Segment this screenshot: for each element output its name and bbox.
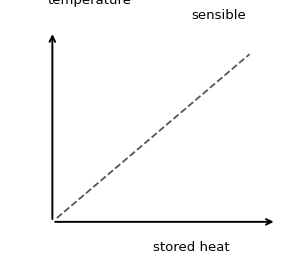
- Text: stored heat: stored heat: [153, 241, 230, 254]
- Text: temperature: temperature: [48, 0, 132, 7]
- Text: sensible: sensible: [191, 9, 246, 22]
